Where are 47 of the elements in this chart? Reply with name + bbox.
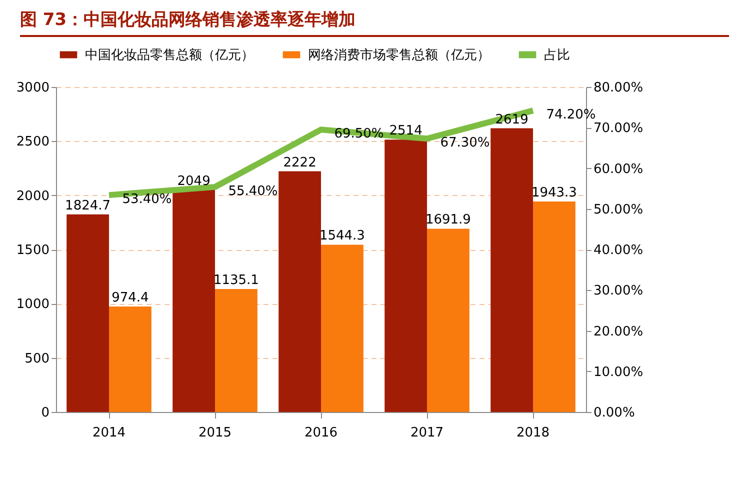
data-label: 974.4 [112,290,149,306]
y-tick-label: 3000 [16,80,50,96]
bar [172,190,215,412]
legend-label: 中国化妆品零售总额（亿元） [85,48,254,63]
bar [66,214,109,412]
x-tick-label: 2015 [198,426,232,440]
x-tick-label: 2017 [410,426,444,440]
legend-label: 占比 [544,48,570,63]
y2-tick-label: 30.00% [594,284,644,299]
y2-tick-label: 80.00% [594,80,644,96]
bar [215,289,258,412]
data-label: 1544.3 [319,228,365,244]
y-tick-label: 2000 [16,188,50,204]
data-label: 2049 [177,174,210,190]
chart-title: 图 73：中国化妆品网络销售渗透率逐年增加 [20,8,729,37]
data-label: 67.30% [440,136,490,151]
bar [427,228,470,412]
y-tick-label: 0 [41,406,50,420]
x-tick-label: 2016 [304,426,338,440]
y2-tick-label: 0.00% [594,406,635,420]
data-label: 1691.9 [425,212,471,228]
x-tick-label: 2018 [516,426,550,440]
y2-tick-label: 60.00% [594,162,644,177]
data-label: 2222 [283,155,316,170]
bar [278,171,321,412]
data-label: 1943.3 [531,185,577,200]
y2-tick-label: 20.00% [594,324,644,340]
y2-tick-label: 40.00% [594,243,644,258]
legend-label: 网络消费市场零售总额（亿元） [308,48,490,63]
data-label: 1824.7 [65,198,111,214]
data-label: 55.40% [228,184,278,199]
bar [533,201,576,412]
y-tick-label: 1000 [16,297,50,312]
bar [321,244,364,412]
bar [109,306,152,412]
data-label: 53.40% [122,192,172,208]
y2-tick-label: 50.00% [594,202,644,218]
bar [490,128,533,412]
y-tick-label: 1500 [16,243,50,258]
y-tick-label: 2500 [16,134,50,150]
data-label: 74.20% [546,108,596,123]
x-tick-label: 2014 [92,426,126,440]
y2-tick-label: 10.00% [594,364,644,380]
bar [384,140,427,412]
data-label: 1135.1 [213,273,259,288]
y-tick-label: 500 [24,351,50,366]
y2-tick-label: 70.00% [594,121,644,136]
